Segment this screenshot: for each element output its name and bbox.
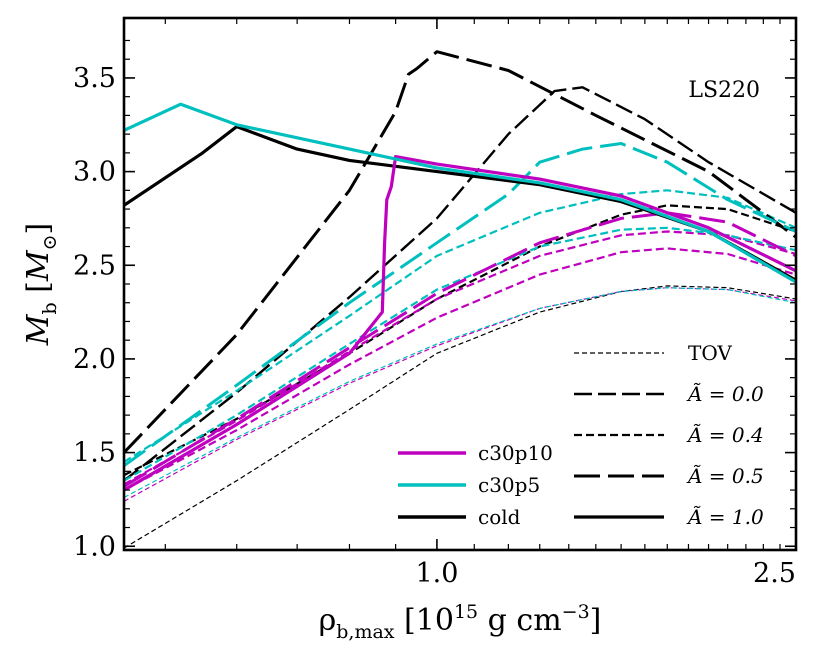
x-axis-label: ρb,max [1015 g cm−3]: [319, 601, 602, 643]
series-line-cold-tov-0: [124, 285, 796, 549]
x-tick-label: 1.0: [415, 558, 458, 589]
y-tick-label: 3.5: [73, 63, 116, 94]
series-line-c30p5-a04-8: [124, 189, 796, 463]
legend-style-label-a04: Ã = 0.4: [686, 423, 764, 447]
x-tick-label: 2.5: [753, 558, 796, 589]
legend-label-cold: cold: [478, 505, 521, 529]
y-tick-label: 1.5: [73, 438, 116, 469]
y-tick-label: 3.0: [73, 157, 116, 188]
y-tick-label: 2.0: [73, 344, 116, 375]
series-line-cold-a00-3: [124, 86, 796, 482]
legend-models: c30p10 c30p5 cold: [398, 441, 553, 529]
series-line-c30p5-tov-2: [124, 287, 796, 499]
legend-label-c30p10: c30p10: [478, 441, 553, 465]
series-line-cold-a10-12: [124, 125, 796, 282]
series-line-c30p5-a05-11: [124, 142, 796, 467]
series-line-cold-a05-9: [124, 50, 796, 454]
legend-label-c30p5: c30p5: [478, 473, 540, 497]
series-line-c30p10-a04-6: [124, 230, 796, 486]
legend-styles: TOV Ã = 0.0 Ã = 0.4 Ã = 0.5 Ã = 1.0: [574, 341, 764, 529]
legend-style-label-a00: Ã = 0.0: [686, 382, 764, 406]
y-tick-label: 1.0: [73, 531, 116, 562]
annotation-ls220: LS220: [688, 78, 760, 103]
tick-label-layer: 1.0 1.5 2.0 2.5 3.0 3.5 1.0 2.5: [73, 63, 796, 589]
legend-style-label-a10: Ã = 1.0: [686, 505, 764, 529]
legend-style-label-a05: Ã = 0.5: [686, 464, 764, 488]
y-tick-label: 2.5: [73, 250, 116, 281]
series-line-c30p10-a04-5: [124, 247, 796, 492]
series-line-c30p10-a10-13: [124, 155, 796, 492]
series-line-c30p10-a05-10: [124, 211, 796, 488]
series-line-c30p5-a10-14: [124, 102, 796, 284]
legend-style-label-tov: TOV: [688, 341, 732, 365]
tick-layer: [124, 18, 797, 550]
series-layer: [124, 50, 796, 549]
y-axis-label: Mb [M⊙]: [21, 223, 61, 347]
